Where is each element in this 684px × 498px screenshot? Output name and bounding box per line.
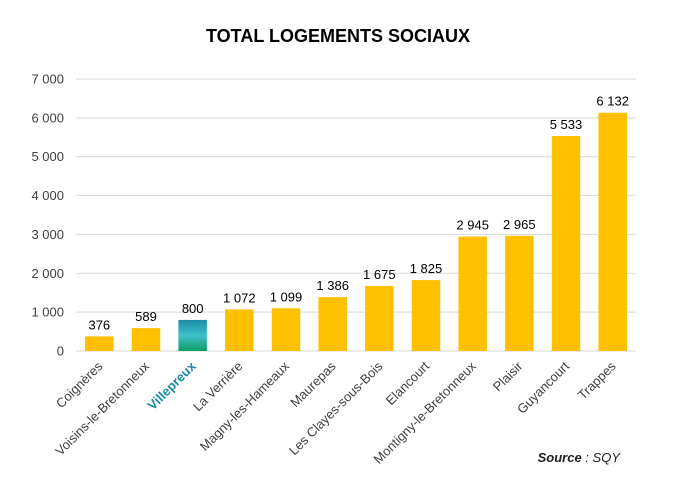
grid-lines bbox=[76, 78, 636, 352]
y-tick-label: 5 000 bbox=[31, 149, 64, 164]
x-tick-label: Magny-les-Hameaux bbox=[197, 358, 293, 454]
x-axis-labels: CoignèresVoisins-le-BretonneuxVillepreux… bbox=[52, 358, 619, 467]
data-label: 2 945 bbox=[456, 218, 489, 233]
bars bbox=[85, 112, 627, 351]
chart-title: TOTAL LOGEMENTS SOCIAUX bbox=[206, 26, 470, 46]
bar bbox=[411, 280, 441, 351]
y-tick-label: 4 000 bbox=[31, 188, 64, 203]
bar bbox=[271, 308, 301, 351]
data-label: 1 386 bbox=[316, 278, 349, 293]
y-axis-ticks: 0 1 000 2 000 3 000 4 000 5 000 6 000 7 000 bbox=[31, 72, 64, 359]
x-tick-label: Plaisir bbox=[490, 358, 526, 394]
bar bbox=[225, 309, 254, 351]
bar bbox=[551, 136, 581, 351]
y-tick-label: 2 000 bbox=[31, 266, 64, 281]
bar bbox=[85, 336, 114, 351]
bar bbox=[598, 112, 627, 351]
y-tick-label: 6 000 bbox=[31, 110, 64, 125]
data-label: 1 072 bbox=[223, 290, 256, 305]
y-tick-label: 1 000 bbox=[31, 305, 64, 320]
y-tick-label: 7 000 bbox=[31, 72, 64, 87]
source-label: Source bbox=[538, 450, 582, 465]
data-labels: 376 589 800 1 072 1 099 1 386 1 675 1 825 2 945 2… bbox=[88, 94, 628, 333]
data-label: 2 965 bbox=[503, 217, 536, 232]
source-value: SQY bbox=[593, 450, 622, 465]
data-label: 800 bbox=[182, 301, 204, 316]
x-tick-label: Les Clayes-sous-Bois bbox=[286, 358, 386, 458]
bar bbox=[505, 235, 534, 351]
x-tick-label: Trappes bbox=[575, 358, 619, 402]
data-label: 1 099 bbox=[270, 289, 303, 304]
bar bbox=[365, 285, 394, 351]
y-tick-label: 0 bbox=[57, 344, 64, 359]
data-label: 6 132 bbox=[596, 94, 629, 109]
y-tick-label: 3 000 bbox=[31, 227, 64, 242]
bar bbox=[458, 236, 487, 351]
data-label: 589 bbox=[135, 309, 157, 324]
data-label: 376 bbox=[88, 317, 110, 332]
data-label: 5 533 bbox=[550, 117, 583, 132]
data-label: 1 825 bbox=[410, 261, 443, 276]
bar bbox=[178, 319, 207, 351]
data-label: 1 675 bbox=[363, 267, 396, 282]
x-tick-label: Voisins-le-Bretonneux bbox=[52, 358, 152, 458]
source-separator: : bbox=[582, 450, 593, 465]
source-note: Source : SQY bbox=[538, 450, 622, 465]
bar bbox=[131, 328, 161, 351]
bar bbox=[318, 297, 347, 351]
